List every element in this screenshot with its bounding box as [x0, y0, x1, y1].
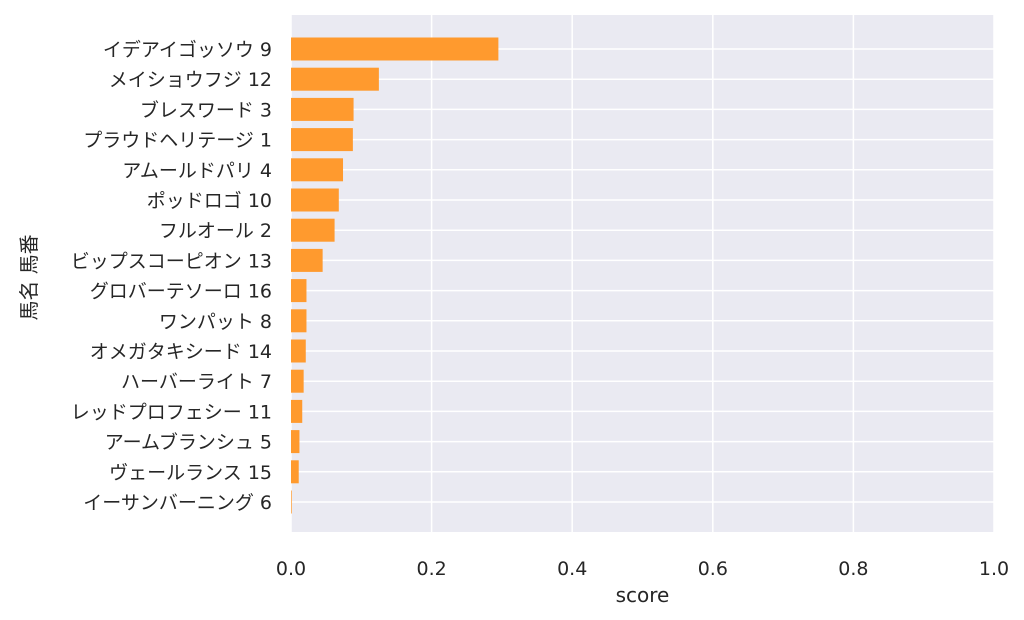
x-tick-label: 0.0 [276, 558, 306, 580]
bar [291, 490, 292, 514]
bar [291, 460, 299, 484]
grid-lines [290, 15, 995, 532]
bar [291, 188, 339, 212]
bar [291, 97, 354, 121]
y-tick-label: ポッドロゴ 10 [147, 190, 272, 212]
bar [291, 309, 307, 333]
bar [291, 67, 379, 91]
y-tick-label: ブレスワード 3 [140, 98, 272, 121]
y-tick-label: レッドプロフェシー 11 [71, 401, 272, 423]
y-tick-label: ワンパット 8 [159, 311, 272, 333]
bar [291, 218, 335, 242]
y-tick-label: フルオール 2 [159, 220, 272, 242]
y-axis-title: 馬名 馬番 [17, 234, 41, 320]
bars [291, 37, 499, 514]
bar [291, 248, 323, 272]
x-tick-label: 0.8 [838, 558, 868, 580]
y-tick-labels: イデアイゴッソウ 9 メイショウフジ 12 ブレスワード 3 プラウドヘリテージ 1 ア… [71, 39, 272, 514]
x-tick-label: 0.6 [698, 558, 728, 580]
bar [291, 399, 303, 423]
bar [291, 128, 353, 152]
plot-area [291, 15, 994, 532]
y-tick-label: グロバーテソーロ 16 [90, 281, 272, 303]
bar [291, 339, 306, 363]
y-tick-label: ビップスコーピオン 13 [71, 250, 272, 272]
y-tick-label: ヴェールランス 15 [109, 462, 272, 484]
y-tick-label: メイショウフジ 12 [109, 69, 272, 91]
y-tick-label: アームブランシュ 5 [105, 431, 272, 454]
y-tick-label: プラウドヘリテージ 1 [83, 130, 272, 152]
x-tick-label: 1.0 [979, 558, 1009, 580]
x-tick-label: 0.2 [416, 558, 446, 580]
x-tick-labels: 0.0 0.2 0.4 0.6 0.8 1.0 [276, 558, 1009, 580]
y-tick-label: イデアイゴッソウ 9 [103, 39, 272, 61]
bar [291, 279, 307, 303]
y-tick-label: オメガタキシード 14 [90, 341, 272, 363]
bar [291, 158, 344, 182]
bar [291, 430, 300, 454]
y-tick-label: イーサンバーニング 6 [83, 492, 272, 514]
bar [291, 369, 304, 393]
x-axis-title: score [616, 583, 670, 607]
x-tick-label: 0.4 [557, 558, 587, 580]
bar [291, 37, 499, 61]
y-tick-label: アムールドパリ 4 [122, 160, 272, 182]
y-tick-label: ハーバーライト 7 [121, 371, 272, 393]
